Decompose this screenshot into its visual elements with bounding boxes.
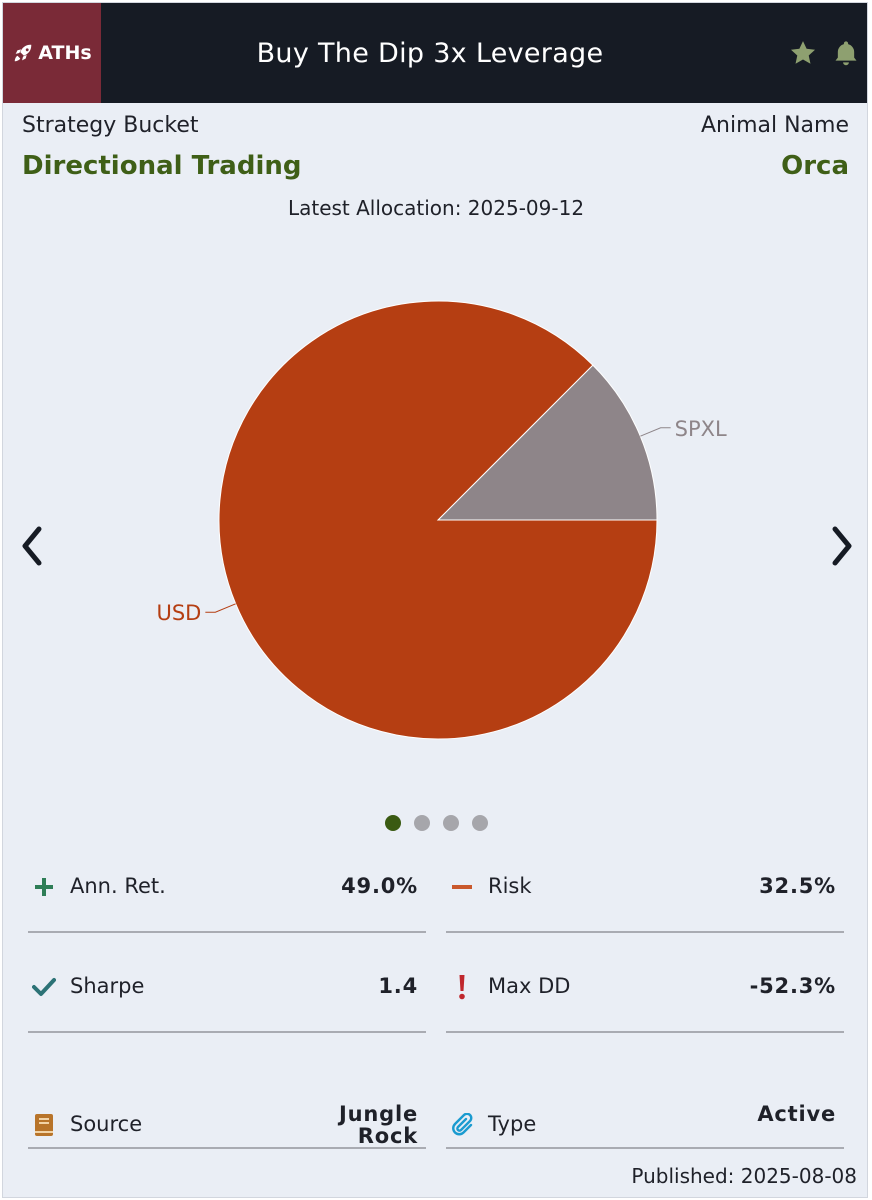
strategy-bucket-value: Directional Trading bbox=[22, 151, 302, 181]
animal-name-value: Orca bbox=[781, 151, 849, 181]
metric-max-dd: Max DD -52.3% bbox=[446, 933, 844, 1033]
allocation-pie-chart: SPXL USD bbox=[156, 300, 727, 740]
metric-label: Risk bbox=[488, 874, 532, 898]
carousel-dot[interactable] bbox=[442, 815, 459, 831]
star-icon[interactable] bbox=[789, 39, 817, 67]
paperclip-icon bbox=[450, 1113, 474, 1137]
metric-sharpe: Sharpe 1.4 bbox=[28, 933, 426, 1033]
published-date: Published: 2025-08-08 bbox=[631, 1164, 857, 1188]
metric-label: Max DD bbox=[488, 974, 571, 998]
carousel-dot[interactable] bbox=[384, 815, 401, 831]
metric-label: Source bbox=[70, 1112, 143, 1136]
metric-value: 32.5% bbox=[759, 874, 836, 898]
pie-label-usd: USD bbox=[156, 601, 201, 625]
animal-name-label: Animal Name bbox=[700, 113, 849, 138]
plus-icon bbox=[32, 875, 56, 899]
pie-leader-line bbox=[640, 427, 671, 437]
page-title: Buy The Dip 3x Leverage bbox=[256, 37, 604, 69]
pie-label-spxl: SPXL bbox=[675, 417, 727, 441]
badge-label: ATHs bbox=[38, 42, 92, 64]
metric-value: Jungle Rock bbox=[339, 1102, 418, 1148]
exclamation-icon bbox=[450, 975, 474, 1000]
metric-value: 1.4 bbox=[378, 974, 418, 998]
header-bar: ATHs Buy The Dip 3x Leverage bbox=[3, 3, 867, 103]
metric-value: Active bbox=[757, 1102, 836, 1126]
pie-slice-spxl[interactable] bbox=[436, 364, 658, 521]
rocket-icon bbox=[15, 44, 32, 62]
metric-label: Type bbox=[488, 1112, 537, 1136]
check-icon bbox=[32, 975, 56, 999]
strategy-bucket-label: Strategy Bucket bbox=[22, 113, 199, 138]
metric-value: -52.3% bbox=[749, 974, 836, 998]
latest-allocation-date: Latest Allocation: 2025-09-12 bbox=[287, 196, 585, 220]
metric-ann-ret: Ann. Ret. 49.0% bbox=[28, 833, 426, 933]
pie-slice-usd[interactable] bbox=[218, 300, 658, 740]
bell-icon[interactable] bbox=[832, 39, 860, 67]
metric-risk: Risk 32.5% bbox=[446, 833, 844, 933]
metric-label: Sharpe bbox=[70, 974, 145, 998]
aths-badge[interactable]: ATHs bbox=[3, 3, 101, 103]
carousel-dots bbox=[3, 815, 867, 831]
chevron-right-icon[interactable] bbox=[827, 523, 857, 569]
metric-label: Ann. Ret. bbox=[70, 874, 166, 898]
metric-type: Type Active bbox=[446, 1033, 844, 1149]
carousel-dot[interactable] bbox=[471, 815, 488, 831]
minus-icon bbox=[450, 875, 474, 899]
pie-leader-line bbox=[205, 603, 236, 613]
chevron-left-icon[interactable] bbox=[17, 523, 47, 569]
metric-value: 49.0% bbox=[341, 874, 418, 898]
book-icon bbox=[32, 1113, 56, 1137]
metric-source: Source Jungle Rock bbox=[28, 1033, 426, 1149]
carousel-dot[interactable] bbox=[413, 815, 430, 831]
